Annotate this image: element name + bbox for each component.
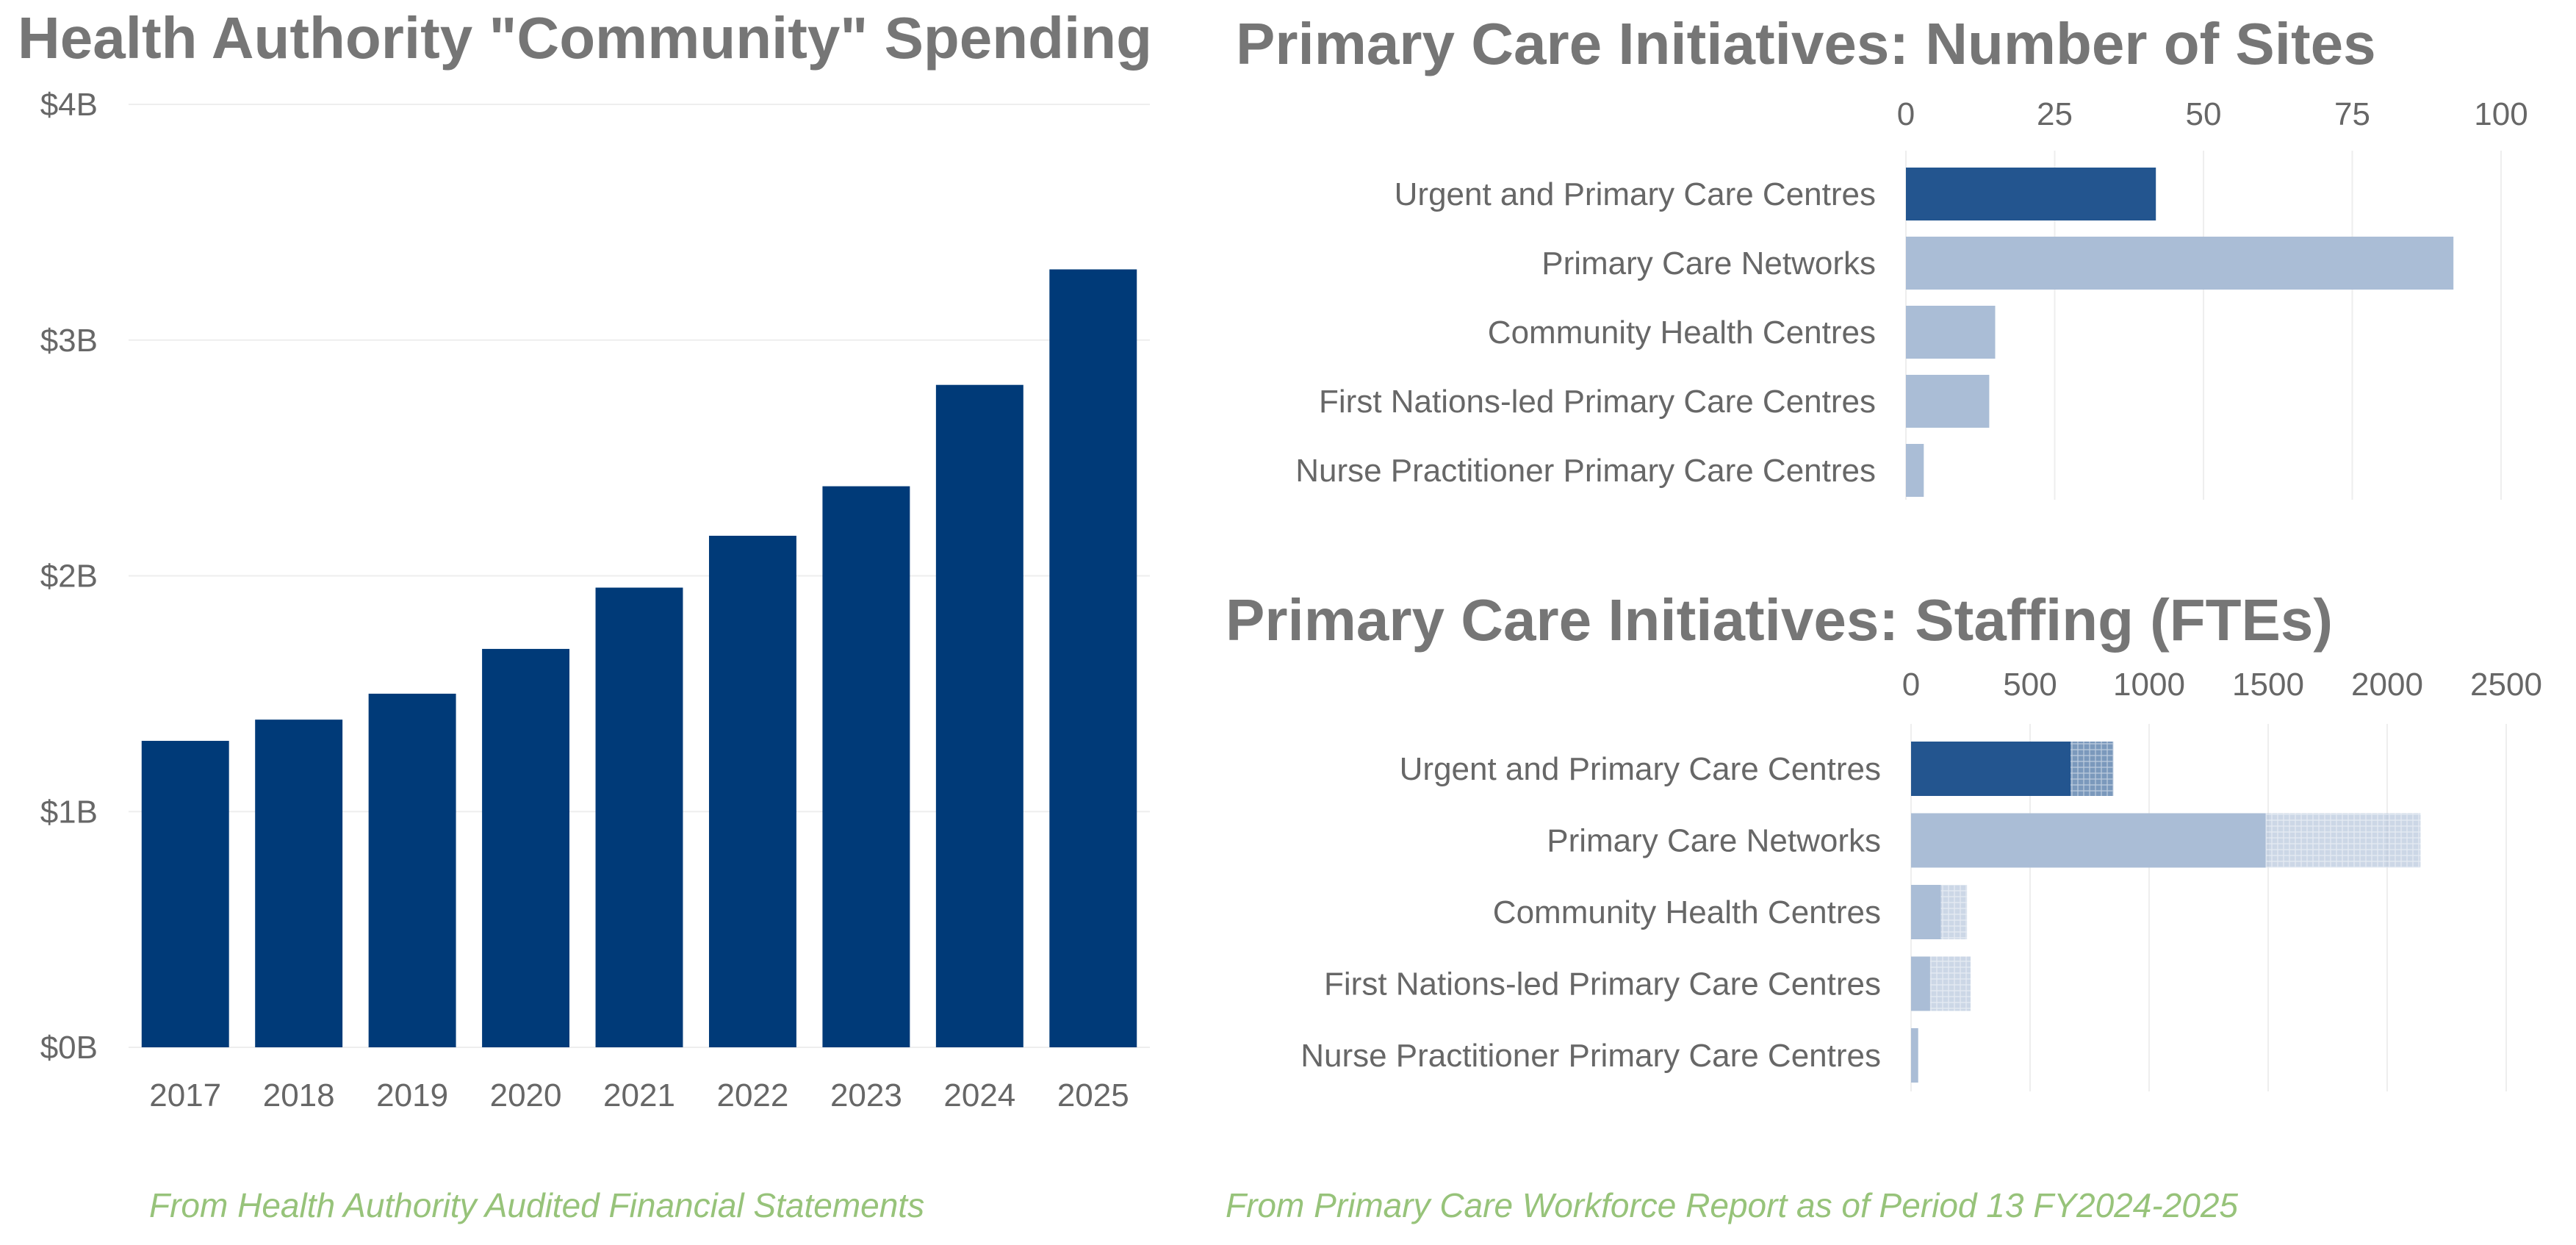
sites-x-tick-label: 0 [1897,96,1915,132]
sites-x-tick-label: 100 [2474,96,2528,132]
sites-x-tick-label: 50 [2186,96,2222,132]
spending-y-tick-label: $1B [40,794,98,830]
staffing-x-tick-label: 1500 [2232,667,2304,703]
staffing-bar-segment [1911,742,2071,796]
staffing-bar-segment [1911,885,1941,939]
sites-chart-title: Primary Care Initiatives: Number of Site… [1236,11,2376,76]
sites-bar [1906,237,2454,290]
spending-chart: $0B $1B $2B $3B $4B 2017 2018 2019 2020 2021 2022 2… [40,87,1150,1113]
spending-x-tick-label: 2017 [149,1077,221,1113]
spending-y-tick-label: $0B [40,1030,98,1066]
sites-x-tick-label: 25 [2037,96,2073,132]
spending-y-tick-label: $4B [40,87,98,123]
spending-x-tick-label: 2025 [1057,1077,1129,1113]
staffing-bar-segment [2070,742,2114,796]
staffing-x-tick-label: 0 [1902,667,1920,703]
spending-bar [595,587,683,1047]
sites-bar [1906,168,2156,220]
spending-bar [708,535,796,1047]
spending-x-tick-label: 2019 [376,1077,448,1113]
sites-category-label: Community Health Centres [1488,315,1876,351]
spending-bar [255,720,343,1047]
staffing-chart: 0 500 1000 1500 2000 2500 Urgent and Primary C… [1300,667,2542,1091]
staffing-category-label: Primary Care Networks [1547,823,1881,859]
sites-bar [1906,444,1924,497]
sites-chart: 0 25 50 75 100 Urgent and Primary Care Centre… [1295,96,2528,500]
spending-bar [141,741,229,1047]
staffing-bar-segment [2265,813,2421,868]
spending-x-tick-label: 2018 [263,1077,335,1113]
spending-x-tick-label: 2023 [830,1077,902,1113]
staffing-bar-segment [1911,813,2266,868]
sites-category-label: Urgent and Primary Care Centres [1395,176,1876,212]
staffing-category-label: Nurse Practitioner Primary Care Centres [1300,1038,1881,1074]
staffing-x-tick-label: 1000 [2113,667,2185,703]
spending-bar [482,648,570,1047]
staffing-bar-segment [1911,956,1930,1011]
spending-y-tick-label: $3B [40,323,98,359]
sites-bar [1906,306,1996,359]
spending-x-tick-label: 2022 [716,1077,788,1113]
staffing-source-note: From Primary Care Workforce Report as of… [1226,1186,2238,1224]
sites-bar [1906,375,1990,428]
spending-bar [368,693,456,1047]
spending-x-tick-label: 2021 [603,1077,675,1113]
spending-chart-title: Health Authority "Community" Spending [18,5,1152,71]
staffing-x-tick-label: 500 [2003,667,2057,703]
staffing-bar-segment [1929,956,1971,1011]
spending-x-tick-label: 2024 [943,1077,1015,1113]
staffing-x-tick-label: 2500 [2470,667,2542,703]
spending-bar [935,384,1023,1047]
spending-bar [1049,269,1137,1047]
staffing-chart-title: Primary Care Initiatives: Staffing (FTEs… [1226,587,2334,653]
staffing-category-label: Urgent and Primary Care Centres [1400,751,1881,787]
spending-bar [822,486,910,1047]
staffing-x-tick-label: 2000 [2351,667,2423,703]
sites-category-label: Nurse Practitioner Primary Care Centres [1295,453,1876,489]
sites-category-label: Primary Care Networks [1541,245,1876,281]
staffing-category-label: First Nations-led Primary Care Centres [1324,966,1881,1002]
staffing-bar-segment [1940,885,1968,939]
sites-x-tick-label: 75 [2334,96,2370,132]
spending-y-tick-label: $2B [40,559,98,595]
spending-x-tick-label: 2020 [490,1077,562,1113]
staffing-bar-segment [1911,1028,1918,1083]
staffing-category-label: Community Health Centres [1493,894,1881,930]
sites-category-label: First Nations-led Primary Care Centres [1319,384,1876,420]
spending-source-note: From Health Authority Audited Financial … [149,1186,925,1224]
